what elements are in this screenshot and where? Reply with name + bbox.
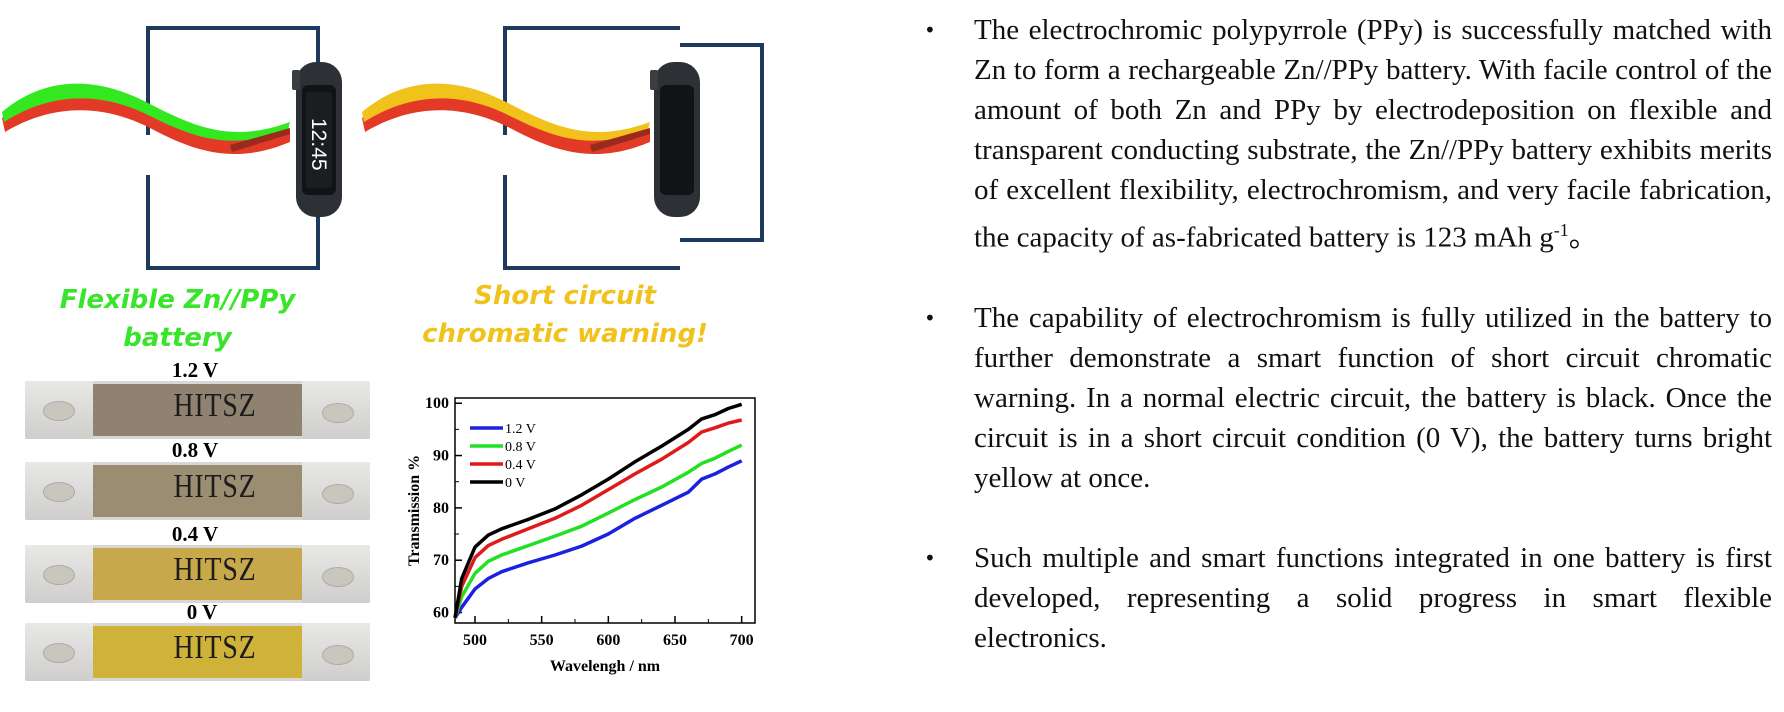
legend-label: 0 V [505, 476, 525, 491]
bullet-item: • The electrochromic polypyrrole (PPy) i… [922, 10, 1772, 258]
caption-flexible-line1: Flexible Zn//PPy [59, 285, 296, 315]
smartwatch-left [292, 62, 342, 217]
y-tick-label: 70 [433, 552, 449, 569]
y-tick-label: 90 [433, 448, 449, 465]
legend-label: 0.8 V [505, 440, 536, 455]
smartwatch-right [650, 62, 700, 217]
y-tick-label: 80 [433, 500, 449, 517]
strip-photo: HITSZ [25, 545, 370, 603]
left-circuit-wires [146, 26, 320, 270]
y-tick-label: 60 [433, 605, 449, 622]
strip-voltage-label: 0.8 V [171, 438, 219, 462]
bullet-list: • The electrochromic polypyrrole (PPy) i… [922, 10, 1772, 698]
series-line [453, 459, 743, 619]
bullet-text: The electrochromic polypyrrole (PPy) is … [974, 14, 1772, 254]
x-tick-label: 700 [730, 632, 754, 649]
caption-flexible-line2: battery [123, 323, 232, 353]
bullet-text: The capability of electrochromism is ful… [974, 301, 1772, 494]
strip-photo: HITSZ [25, 381, 370, 439]
strip-voltage-label: 1.2 V [171, 358, 219, 382]
y-tick-label: 100 [425, 395, 449, 412]
x-tick-label: 650 [663, 632, 687, 649]
strip-photo: HITSZ [25, 462, 370, 520]
bullet-dot: • [924, 305, 936, 330]
legend-label: 0.4 V [505, 458, 536, 473]
flexible-battery-green [2, 83, 290, 155]
caption-short-line1: Short circuit [474, 281, 656, 311]
y-axis-label: Transmission % [406, 455, 423, 566]
right-circuit-wires [503, 26, 764, 270]
series-line [453, 443, 743, 619]
legend-label: 1.2 V [505, 422, 536, 437]
bullet-item: • The capability of electrochromism is f… [922, 298, 1772, 498]
series-line [453, 402, 743, 619]
caption-short-circuit: Short circuit chromatic warning! [420, 277, 710, 353]
transmission-chart: 500 550 600 650 700 60 70 80 90 100 Wavelengh / nm… [406, 395, 756, 675]
strip-text: HITSZ [173, 468, 257, 505]
bullet-dot: • [924, 18, 936, 42]
watch-time: 12:45 [307, 118, 330, 171]
caption-short-line2: chromatic warning! [422, 319, 708, 349]
plot-frame [454, 397, 756, 624]
strip-voltage-label: 0 V [186, 600, 218, 624]
caption-flexible-battery: Flexible Zn//PPy battery [55, 281, 300, 357]
series-line [453, 418, 743, 619]
bullet-item: • Such multiple and smart functions inte… [922, 538, 1772, 658]
bullet-dot: • [924, 545, 936, 570]
strip-voltage-label: 0.4 V [171, 522, 219, 546]
battery-illustrations: 12:45 [2, 26, 764, 270]
strip-text: HITSZ [173, 387, 257, 424]
flexible-battery-yellow [362, 83, 650, 155]
x-tick-label: 600 [596, 632, 620, 649]
strip-text: HITSZ [173, 629, 257, 666]
strip-photo: HITSZ [25, 623, 370, 681]
bullet-text: Such multiple and smart functions integr… [974, 541, 1772, 654]
bullet-superscript: -1 [1553, 220, 1569, 240]
x-axis-label: Wavelengh / nm [550, 658, 661, 675]
strip-text: HITSZ [173, 551, 257, 588]
x-tick-label: 500 [463, 632, 487, 649]
bullet-tail: 。 [1568, 221, 1598, 254]
x-tick-label: 550 [530, 632, 554, 649]
